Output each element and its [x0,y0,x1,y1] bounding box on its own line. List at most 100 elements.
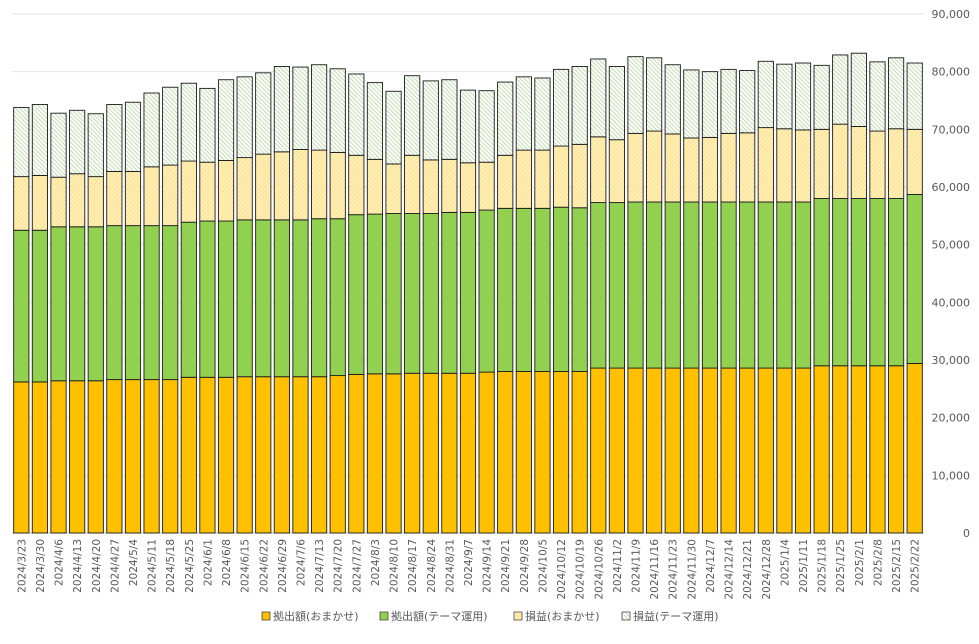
x-tick-label: 2024/7/20 [333,539,345,593]
bar-segment [366,373,384,534]
bar-segment [683,201,700,369]
bar-segment [124,101,142,172]
bar-segment [627,56,644,134]
x-tick-label: 2024/4/6 [54,539,66,586]
bar-segment [515,76,532,151]
y-tick-label: 10,000 [932,469,971,482]
x-tick-label: 2025/2/1 [854,539,866,586]
bar-segment [87,176,104,228]
x-tick-label: 2024/10/19 [575,539,587,600]
bar-segment [869,198,886,367]
bar-segment [813,128,830,199]
bar-segment [590,136,607,204]
x-tick-label: 2024/9/28 [519,539,531,593]
bar-segment [701,71,719,138]
bar-segment [106,379,123,534]
y-tick-label: 20,000 [932,412,971,425]
bar-segment [236,157,253,221]
x-tick-label: 2024/9/7 [463,539,475,586]
x-tick-label: 2024/5/4 [128,539,140,586]
bar-segment [236,219,253,378]
bar-segment [739,70,756,134]
bar-segment [441,372,458,534]
bar-segment [534,207,551,372]
bar-segment [683,137,700,203]
bar-segment [646,57,663,132]
bar-segment [50,226,67,382]
legend-swatch [621,611,631,621]
bar-segment [646,130,663,203]
bar-segment [571,371,588,534]
bar-segment [869,61,886,132]
bar-segment [515,207,532,372]
bar-segment [348,154,365,216]
legend-label: 拠出額(おまかせ) [273,609,359,623]
bar-segment [497,154,514,209]
x-tick-label: 2024/4/27 [109,539,121,593]
bar-segment [366,213,384,375]
x-tick-label: 2024/6/22 [258,539,270,593]
x-tick-label: 2024/12/14 [724,539,736,600]
bar-segment [888,365,905,534]
bar-segment [459,372,477,534]
bar-segment [348,214,365,375]
bar-segment [255,219,272,378]
bar-segment [366,82,384,160]
bar-segment [571,207,588,372]
y-tick-label: 80,000 [932,66,971,79]
y-tick-label: 50,000 [932,239,971,252]
x-tick-label: 2025/1/4 [779,539,791,586]
bar-segment [31,175,48,231]
bar-segment [180,82,197,162]
bar-segment [832,123,849,199]
x-tick-label: 2024/8/17 [407,539,419,593]
bar-segment [273,376,290,534]
bar-segment [459,211,477,374]
bar-segment [664,133,681,203]
bar-segment [236,376,253,534]
x-tick-label: 2024/8/10 [389,539,401,593]
x-tick-label: 2024/12/28 [761,539,773,600]
bar-segment [608,202,625,369]
bar-segment [13,229,30,383]
bar-segment [217,376,235,534]
bar-segment [571,143,588,209]
bar-segment [478,209,495,373]
bar-segment [404,372,421,534]
bar-segment [348,373,365,534]
bar-segment [906,62,923,130]
bar-segment [776,201,793,369]
bar-segment [794,129,812,203]
bar-segment [124,170,142,227]
x-tick-label: 2024/6/29 [277,539,289,593]
bar-segment [552,68,570,147]
x-tick-label: 2024/7/27 [351,539,363,593]
bar-segment [385,90,402,165]
x-tick-label: 2024/4/20 [91,539,103,593]
bar-segment [404,75,421,156]
bar-segment [552,371,570,534]
bar-segment [199,87,216,163]
x-tick-label: 2024/7/13 [314,539,326,593]
x-tick-label: 2024/9/21 [500,539,512,593]
bar-segment [757,127,774,203]
bar-segment [292,149,309,221]
bar-segment [31,104,48,176]
bar-segment [87,380,104,534]
bar-segment [478,90,495,163]
bar-segment [850,125,867,199]
x-tick-label: 2024/11/2 [612,539,624,593]
bar-segment [497,81,514,156]
bar-segment [459,162,477,213]
bar-segment [311,64,328,151]
bar-segment [664,201,681,369]
x-tick-label: 2024/3/23 [16,539,28,593]
bar-segment [813,64,830,130]
x-tick-label: 2024/6/8 [221,539,233,586]
legend: 拠出額(おまかせ) 拠出額(テーマ運用) 損益(おまかせ) 損益(テーマ運用) [261,609,719,623]
bar-segment [459,89,477,164]
x-tick-label: 2024/7/6 [295,539,307,586]
bar-segment [385,163,402,214]
bar-segment [888,57,905,130]
bar-segment [366,158,384,215]
